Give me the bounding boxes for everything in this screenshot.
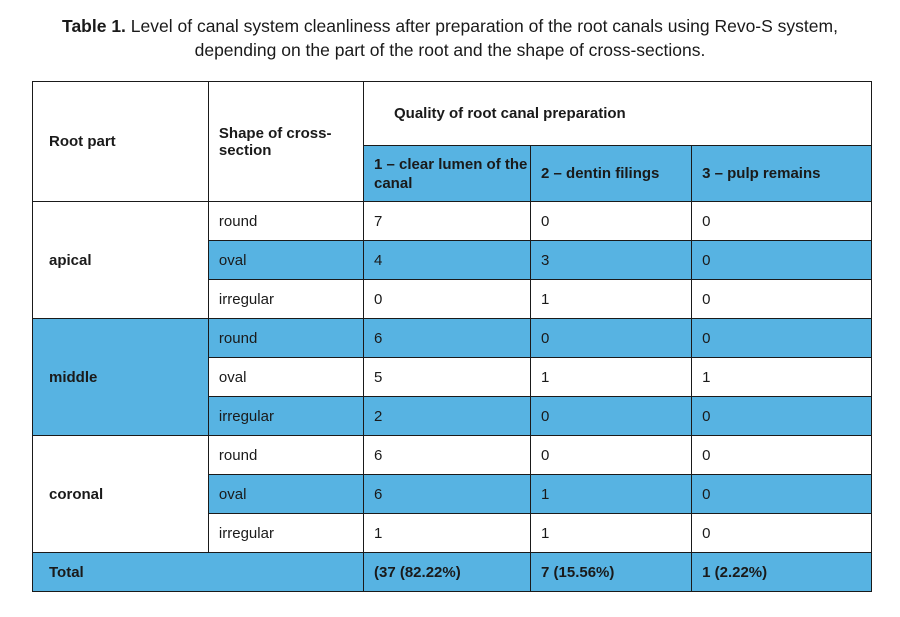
shape-cell: round (207, 201, 365, 241)
value-cell: 7 (362, 201, 532, 241)
shape-cell: irregular (207, 513, 365, 553)
total-value: (37 (82.22%) (362, 552, 532, 592)
table-row: irregular 0 1 0 (33, 279, 872, 319)
value-cell: 1 (691, 357, 872, 397)
value-cell: 0 (691, 513, 872, 553)
value-cell: 0 (530, 435, 693, 475)
header-root-part: Root part (32, 81, 209, 202)
shape-cell: oval (207, 240, 365, 280)
table-row: middle round 6 0 0 (32, 318, 872, 436)
value-cell: 0 (530, 201, 693, 241)
value-cell: 1 (530, 279, 693, 319)
root-part-cell: apical (32, 201, 209, 319)
value-cell: 6 (362, 435, 532, 475)
table-row: oval 5 1 1 (33, 357, 872, 397)
value-cell: 3 (530, 240, 693, 280)
value-cell: 0 (691, 318, 872, 358)
header-row-sub: 1 – clear lumen of the canal 2 – dentin … (33, 145, 872, 202)
total-value: 7 (15.56%) (530, 552, 693, 592)
total-row: Total (37 (82.22%) 7 (15.56%) 1 (2.22%) (32, 552, 872, 592)
value-cell: 5 (362, 357, 532, 397)
value-cell: 0 (691, 474, 872, 514)
value-cell: 0 (691, 201, 872, 241)
value-cell: 0 (362, 279, 532, 319)
value-cell: 1 (530, 357, 693, 397)
header-col-1: 1 – clear lumen of the canal (362, 145, 532, 202)
header-shape: Shape of cross-section (207, 81, 365, 202)
root-part-cell: middle (32, 318, 209, 436)
shape-cell: round (207, 435, 365, 475)
root-part-cell: coronal (32, 435, 209, 553)
value-cell: 0 (530, 396, 693, 436)
caption-text: Level of canal system cleanliness after … (125, 16, 838, 60)
table-row: apical round 7 0 0 (32, 201, 872, 319)
header-col-2: 2 – dentin filings (530, 145, 693, 202)
value-cell: 0 (691, 435, 872, 475)
shape-cell: round (207, 318, 365, 358)
value-cell: 1 (362, 513, 532, 553)
value-cell: 4 (362, 240, 532, 280)
value-cell: 1 (530, 474, 693, 514)
value-cell: 0 (691, 279, 872, 319)
header-quality: Quality of root canal preparation (363, 81, 872, 146)
caption-label: Table 1. (62, 16, 126, 36)
value-cell: 0 (691, 240, 872, 280)
shape-cell: oval (207, 357, 365, 397)
total-label: Total (32, 552, 364, 592)
shape-cell: irregular (207, 279, 365, 319)
header-col-3: 3 – pulp remains (691, 145, 872, 202)
results-table: Root part Shape of cross-section Quality… (32, 81, 872, 592)
table-caption: Table 1. Level of canal system cleanline… (30, 14, 870, 62)
shape-cell: irregular (207, 396, 365, 436)
value-cell: 2 (362, 396, 532, 436)
value-cell: 0 (530, 318, 693, 358)
header-row-top: Root part Shape of cross-section Quality… (32, 81, 872, 202)
shape-cell: oval (207, 474, 365, 514)
value-cell: 6 (362, 474, 532, 514)
table-row: coronal round 6 0 0 (32, 435, 872, 553)
total-value: 1 (2.22%) (691, 552, 872, 592)
value-cell: 1 (530, 513, 693, 553)
table-row: irregular 1 1 0 (33, 513, 872, 553)
value-cell: 0 (691, 396, 872, 436)
value-cell: 6 (362, 318, 532, 358)
